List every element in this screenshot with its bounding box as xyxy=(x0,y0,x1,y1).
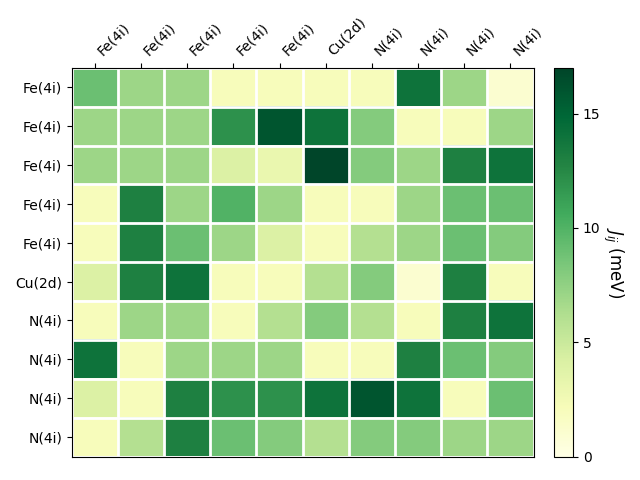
Y-axis label: $J_{ij}$ (meV): $J_{ij}$ (meV) xyxy=(602,227,625,298)
